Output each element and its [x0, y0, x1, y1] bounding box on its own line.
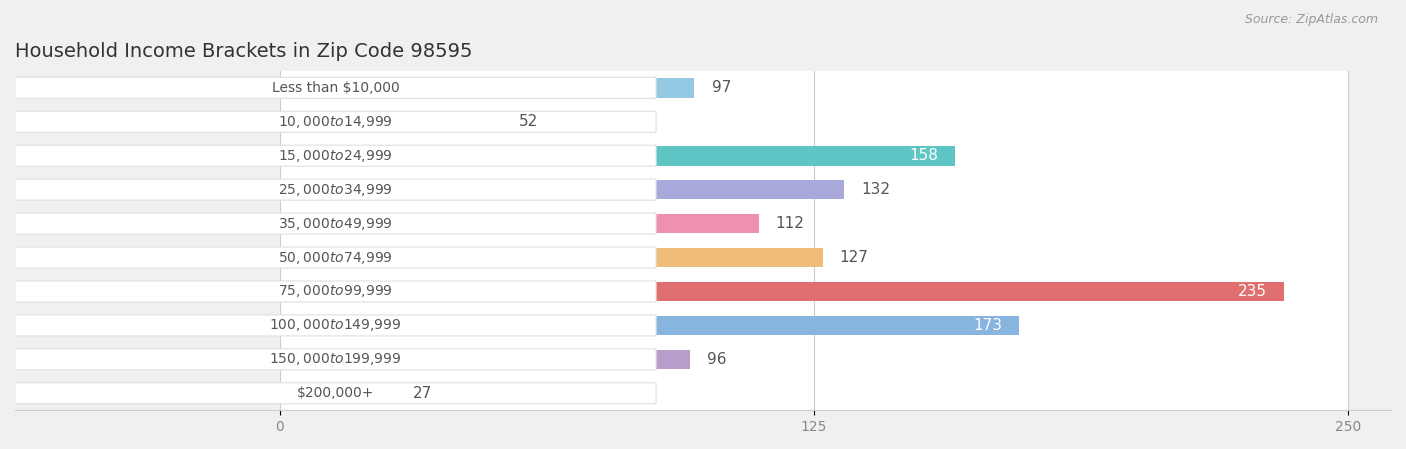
Text: 127: 127	[839, 250, 869, 265]
Bar	[280, 78, 695, 97]
FancyBboxPatch shape	[280, 207, 1348, 241]
Text: $150,000 to $199,999: $150,000 to $199,999	[270, 352, 402, 367]
FancyBboxPatch shape	[15, 111, 657, 132]
FancyBboxPatch shape	[15, 349, 657, 370]
FancyBboxPatch shape	[280, 173, 1348, 207]
FancyBboxPatch shape	[280, 308, 1348, 343]
Text: $200,000+: $200,000+	[297, 386, 374, 401]
Bar	[280, 383, 395, 403]
FancyBboxPatch shape	[15, 179, 657, 200]
Text: Source: ZipAtlas.com: Source: ZipAtlas.com	[1244, 13, 1378, 26]
FancyBboxPatch shape	[280, 274, 1348, 308]
Text: 112: 112	[776, 216, 804, 231]
Bar	[280, 180, 844, 199]
Text: 52: 52	[519, 114, 538, 129]
FancyBboxPatch shape	[15, 213, 657, 234]
Text: 158: 158	[910, 148, 938, 163]
FancyBboxPatch shape	[15, 247, 657, 268]
Text: 96: 96	[707, 352, 727, 367]
FancyBboxPatch shape	[280, 241, 1348, 274]
Text: Less than $10,000: Less than $10,000	[271, 81, 399, 95]
FancyBboxPatch shape	[280, 105, 1348, 139]
Text: 235: 235	[1239, 284, 1267, 299]
Bar	[280, 146, 955, 166]
Bar	[280, 112, 502, 132]
Bar	[280, 248, 823, 267]
Bar	[280, 282, 1284, 301]
Text: $35,000 to $49,999: $35,000 to $49,999	[278, 216, 392, 232]
FancyBboxPatch shape	[15, 281, 657, 302]
FancyBboxPatch shape	[280, 139, 1348, 173]
FancyBboxPatch shape	[15, 77, 657, 98]
Bar	[280, 214, 759, 233]
Bar	[280, 316, 1019, 335]
Text: $25,000 to $34,999: $25,000 to $34,999	[278, 182, 392, 198]
Text: $10,000 to $14,999: $10,000 to $14,999	[278, 114, 392, 130]
Bar	[280, 349, 690, 369]
Text: 27: 27	[412, 386, 432, 401]
Text: 132: 132	[860, 182, 890, 197]
FancyBboxPatch shape	[280, 71, 1348, 105]
FancyBboxPatch shape	[280, 343, 1348, 376]
Text: $75,000 to $99,999: $75,000 to $99,999	[278, 283, 392, 299]
FancyBboxPatch shape	[15, 315, 657, 336]
FancyBboxPatch shape	[15, 383, 657, 404]
Text: 173: 173	[973, 318, 1002, 333]
Text: $15,000 to $24,999: $15,000 to $24,999	[278, 148, 392, 164]
Text: $100,000 to $149,999: $100,000 to $149,999	[270, 317, 402, 334]
FancyBboxPatch shape	[280, 376, 1348, 410]
FancyBboxPatch shape	[15, 145, 657, 166]
Text: $50,000 to $74,999: $50,000 to $74,999	[278, 250, 392, 265]
Text: Household Income Brackets in Zip Code 98595: Household Income Brackets in Zip Code 98…	[15, 42, 472, 61]
Text: 97: 97	[711, 80, 731, 95]
